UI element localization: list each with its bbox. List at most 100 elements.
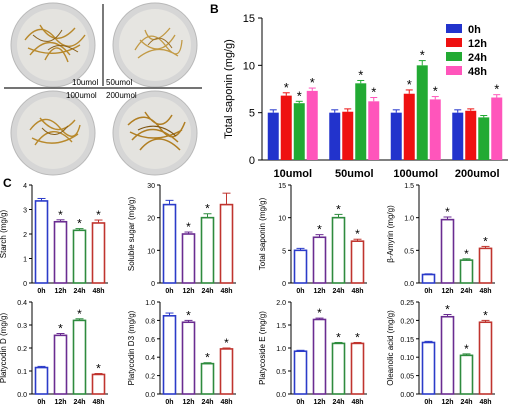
- c-x-tick-label: 12h: [441, 288, 453, 295]
- c-bar: [331, 216, 346, 284]
- c-y-tick-label: 1.0: [145, 300, 155, 307]
- c-bar: [91, 222, 106, 284]
- c-y-axis-title: β-Amyrin (mg/g): [386, 205, 395, 263]
- c-bar: [312, 236, 327, 284]
- c-y-tick-label: 10: [147, 248, 155, 255]
- c-y-tick-label: 0.0: [17, 392, 27, 399]
- b-significance-mark: *: [433, 84, 438, 99]
- c-significance-mark: *: [58, 322, 63, 336]
- b-bar: [429, 99, 441, 160]
- c-x-tick-label: 0h: [424, 399, 432, 406]
- b-significance-mark: *: [420, 48, 425, 63]
- b-y-axis-title: Total saponin (mg/g): [223, 39, 235, 139]
- c-y-tick-label: 5: [282, 248, 286, 255]
- b-x-tick-label: 100umol: [393, 168, 438, 180]
- c-y-tick-label: 0.25: [400, 300, 414, 307]
- c-bar: [459, 259, 474, 284]
- c-bar: [440, 218, 455, 284]
- c-x-tick-label: 24h: [73, 399, 85, 406]
- c-significance-mark: *: [355, 227, 360, 241]
- c-significance-mark: *: [317, 306, 322, 320]
- c-bar: [181, 321, 196, 395]
- b-significance-mark: *: [407, 77, 412, 92]
- c-bar: [162, 314, 177, 395]
- dish-label-200umol: 200umol: [106, 91, 137, 100]
- c-x-tick-label: 24h: [201, 288, 213, 295]
- c-significance-mark: *: [205, 351, 210, 365]
- b-bar: [355, 83, 367, 160]
- b-significance-mark: *: [297, 88, 302, 103]
- c-x-tick-label: 48h: [351, 399, 363, 406]
- c-bar: [331, 342, 346, 395]
- b-bar: [465, 110, 477, 160]
- c-bar: [72, 229, 87, 284]
- b-bar: [491, 97, 503, 160]
- c-bar: [53, 220, 68, 284]
- c-significance-mark: *: [317, 223, 322, 237]
- b-legend-swatch: [446, 66, 462, 75]
- c-y-tick-label: 1.0: [404, 216, 414, 223]
- b-bar: [293, 103, 305, 160]
- c-x-tick-label: 48h: [92, 399, 104, 406]
- c-y-tick-label: 0.0: [276, 392, 286, 399]
- c-y-tick-label: 0: [282, 281, 286, 288]
- c-bar: [162, 203, 177, 284]
- dish-label-50umol: 50umol: [106, 78, 133, 87]
- c-x-tick-label: 0h: [296, 399, 304, 406]
- c-y-tick-label: 2: [23, 232, 27, 239]
- c-bar: [219, 203, 234, 284]
- c-x-tick-label: 12h: [313, 399, 325, 406]
- c-bar: [350, 240, 365, 284]
- b-significance-mark: *: [358, 67, 363, 82]
- c-x-tick-label: 12h: [313, 288, 325, 295]
- c-y-tick-label: 1.0: [276, 346, 286, 353]
- c-significance-mark: *: [96, 208, 101, 222]
- c-x-tick-label: 24h: [73, 288, 85, 295]
- b-bar: [267, 112, 279, 160]
- b-legend-swatch: [446, 38, 462, 47]
- b-bar: [329, 112, 341, 160]
- petri-dish-photo-grid: [0, 0, 205, 180]
- c-y-tick-label: 0.15: [400, 337, 414, 344]
- c-bar: [53, 334, 68, 395]
- b-significance-mark: *: [494, 82, 499, 97]
- c-bar: [421, 273, 436, 284]
- c-y-tick-label: 1.5: [276, 323, 286, 330]
- c-x-tick-label: 48h: [220, 399, 232, 406]
- c-x-tick-label: 48h: [92, 288, 104, 295]
- c-y-axis-title: Platycodin D (mg/g): [0, 313, 8, 384]
- c-y-tick-label: 0.05: [400, 374, 414, 381]
- c-x-tick-label: 24h: [332, 399, 344, 406]
- c-x-tick-label: 24h: [332, 288, 344, 295]
- b-legend-label: 24h: [468, 52, 487, 64]
- c-y-tick-label: 2.0: [276, 300, 286, 307]
- c-y-tick-label: 0.0: [145, 392, 155, 399]
- b-x-tick-label: 50umol: [335, 168, 374, 180]
- c-y-tick-label: 0.1: [17, 369, 27, 376]
- c-x-tick-label: 12h: [182, 288, 194, 295]
- c-x-tick-label: 0h: [296, 288, 304, 295]
- c-significance-mark: *: [77, 307, 82, 321]
- dish-10umol: [10, 2, 96, 88]
- b-y-tick-label: 15: [243, 13, 255, 25]
- c-x-tick-label: 0h: [165, 399, 173, 406]
- c-y-axis-title: Starch (mg/g): [0, 209, 8, 258]
- c-bar: [219, 348, 234, 395]
- panel-c-label: C: [3, 176, 12, 190]
- c-bar: [34, 366, 49, 395]
- c-y-tick-label: 10: [278, 216, 286, 223]
- c-y-axis-title: Platycoside E (mg/g): [258, 311, 267, 385]
- b-bar: [342, 111, 354, 160]
- b-bar: [452, 112, 464, 160]
- b-x-tick-label: 10umol: [273, 168, 312, 180]
- b-bar: [478, 117, 490, 160]
- c-bar: [72, 319, 87, 395]
- c-bar: [478, 321, 493, 395]
- c-x-tick-label: 0h: [165, 288, 173, 295]
- c-significance-mark: *: [205, 202, 210, 216]
- b-significance-mark: *: [310, 75, 315, 90]
- b-y-tick-label: 0: [249, 155, 255, 167]
- c-bar: [478, 247, 493, 284]
- c-x-tick-label: 48h: [479, 288, 491, 295]
